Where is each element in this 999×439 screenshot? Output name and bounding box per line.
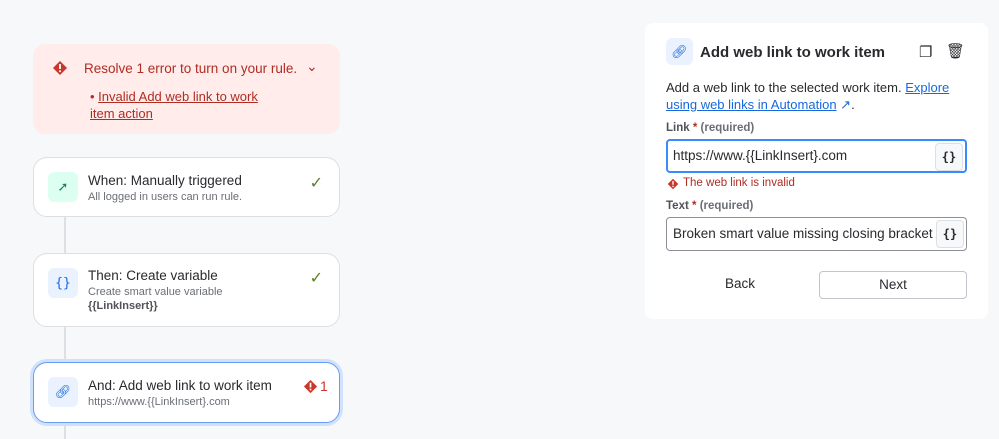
step-title: And: Add web link to work item bbox=[88, 378, 272, 393]
step-title: When: Manually triggered bbox=[88, 173, 242, 188]
link-icon: 🔗︎ bbox=[48, 377, 78, 407]
error-list: • Invalid Add web link to work item acti… bbox=[90, 89, 258, 121]
step-subtitle: https://www.{{LinkInsert}.com bbox=[88, 396, 230, 408]
smart-value-button[interactable]: {} bbox=[935, 143, 963, 171]
next-button[interactable]: Next bbox=[819, 271, 967, 299]
trash-icon[interactable]: 🗑︎ bbox=[946, 43, 966, 60]
panel-title: Add web link to work item bbox=[700, 44, 886, 61]
link-error: The web link is invalid bbox=[683, 177, 795, 189]
panel-description: Add a web link to the selected work item… bbox=[666, 80, 950, 112]
error-count: 1 bbox=[320, 378, 328, 394]
error-banner: Resolve 1 error to turn on your rule. ⌄ … bbox=[33, 44, 340, 134]
check-icon: ✓ bbox=[309, 175, 323, 192]
config-panel: 🔗︎ Add web link to work item ❐ 🗑︎ Add a … bbox=[645, 23, 988, 319]
step-trigger[interactable]: ➚ When: Manually triggered All logged in… bbox=[33, 157, 340, 217]
check-icon: ✓ bbox=[309, 270, 323, 287]
error-link[interactable]: Invalid Add web link to work item action bbox=[90, 89, 258, 121]
text-label: Text * (required) bbox=[666, 200, 754, 212]
step-subtitle: Create smart value variable bbox=[88, 286, 223, 298]
cursor-click-icon: ➚ bbox=[48, 172, 78, 202]
duplicate-icon[interactable]: ❐ bbox=[919, 44, 933, 61]
step-title: Then: Create variable bbox=[88, 268, 218, 283]
error-icon bbox=[303, 379, 318, 394]
link-input[interactable]: https://www.{{LinkInsert}.com{} bbox=[666, 139, 967, 173]
smart-value-button[interactable]: {} bbox=[936, 220, 964, 248]
link-label: Link * (required) bbox=[666, 122, 755, 134]
back-button[interactable]: Back bbox=[724, 276, 755, 291]
description-text: Add a web link to the selected work item… bbox=[666, 80, 902, 95]
external-link-icon: ↗ bbox=[836, 97, 852, 112]
braces-icon: {} bbox=[48, 268, 78, 298]
error-title: Resolve 1 error to turn on your rule. bbox=[84, 61, 298, 76]
link-icon: 🔗︎ bbox=[666, 38, 693, 65]
error-icon bbox=[53, 61, 67, 75]
step-add-web-link[interactable]: 🔗︎ And: Add web link to work item https:… bbox=[33, 362, 340, 423]
error-icon bbox=[667, 178, 679, 190]
step-create-variable[interactable]: {} Then: Create variable Create smart va… bbox=[33, 253, 340, 327]
step-subtitle: All logged in users can run rule. bbox=[88, 191, 243, 203]
docs-link[interactable]: Explore using web links in Automation bbox=[666, 80, 950, 112]
step-detail: {{LinkInsert}} bbox=[88, 300, 158, 312]
flow-connector bbox=[64, 217, 66, 439]
text-input[interactable]: Broken smart value missing closing brack… bbox=[666, 217, 967, 251]
chevron-down-icon[interactable]: ⌄ bbox=[306, 58, 318, 74]
